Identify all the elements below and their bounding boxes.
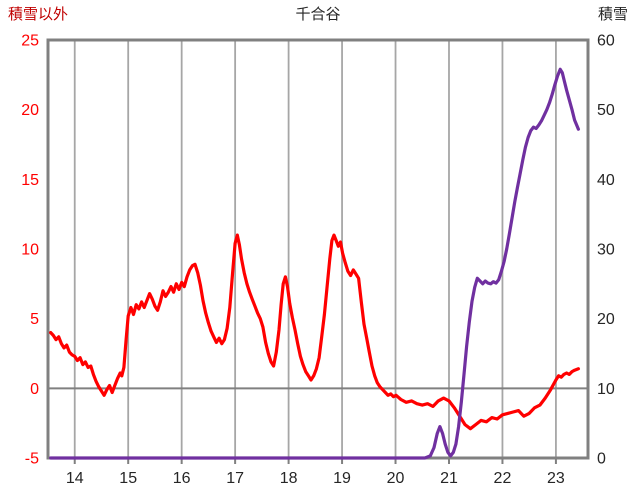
x-axis-tick-label: 14 [66, 470, 84, 487]
chart-title: 千合谷 [295, 6, 341, 23]
left-axis-tick-label: 10 [21, 242, 39, 259]
left-axis-tick-label: 25 [21, 33, 39, 50]
right-axis-title: 積雪 [597, 6, 628, 23]
right-axis-tick-label: 60 [597, 33, 615, 50]
x-axis-tick-label: 20 [387, 470, 405, 487]
x-axis-tick-label: 23 [547, 470, 565, 487]
right-axis-tick-label: 20 [597, 311, 615, 328]
x-axis-tick-label: 18 [280, 470, 298, 487]
right-axis-tick-label: 40 [597, 172, 615, 189]
left-axis-tick-label: 0 [30, 381, 39, 398]
series-left-line [49, 233, 581, 431]
x-axis-tick-label: 21 [440, 470, 458, 487]
right-axis-tick-label: 30 [597, 242, 615, 259]
left-axis-tick-label: 5 [30, 311, 39, 328]
left-axis-tick-label: 15 [21, 172, 39, 189]
right-axis-tick-label: 0 [597, 451, 606, 468]
x-axis-tick-label: 22 [494, 470, 512, 487]
x-axis-tick-label: 15 [119, 470, 137, 487]
x-axis-tick-label: 16 [173, 470, 191, 487]
left-axis-tick-label: 20 [21, 102, 39, 119]
right-axis-tick-label: 10 [597, 381, 615, 398]
series-right-line [49, 67, 581, 460]
left-axis-title: 積雪以外 [8, 6, 69, 23]
x-axis-tick-label: 17 [226, 470, 244, 487]
right-axis-tick-label: 50 [597, 102, 615, 119]
x-axis-tick-label: 19 [333, 470, 351, 487]
left-axis-tick-label: -5 [25, 451, 39, 468]
